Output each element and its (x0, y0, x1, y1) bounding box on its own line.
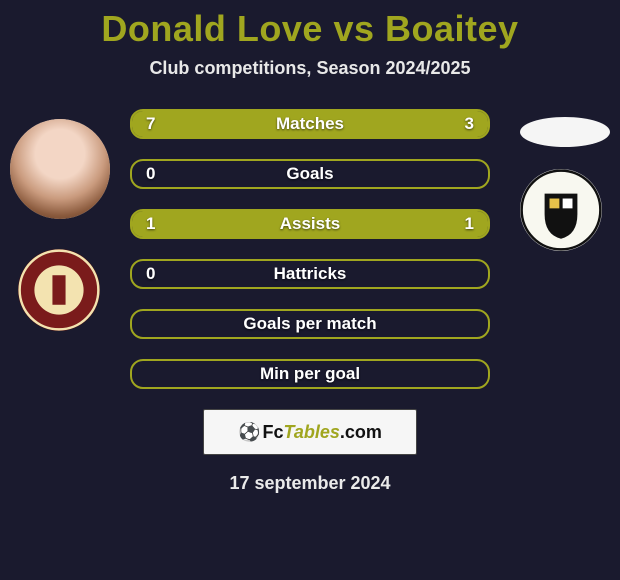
title-vs: vs (333, 8, 374, 49)
brand-suffix: .com (340, 422, 382, 442)
player2-avatar (520, 117, 610, 147)
brand-tables: Tables (284, 422, 340, 442)
stat-metric-label: Min per goal (132, 361, 488, 387)
brand-pre: Fc (263, 422, 284, 442)
player2-club-crest (520, 169, 602, 251)
subtitle: Club competitions, Season 2024/2025 (0, 58, 620, 79)
title-player2: Boaitey (385, 8, 519, 49)
stat-row-min-per-goal: Min per goal (130, 359, 490, 389)
player1-avatar (10, 119, 110, 219)
main-content: 73Matches 0Goals 11Assists 0Hattricks Goals … (0, 109, 620, 389)
stat-row-hattricks: 0Hattricks (130, 259, 490, 289)
title-player1: Donald Love (101, 8, 323, 49)
stat-metric-label: Assists (132, 211, 488, 237)
stat-metric-label: Hattricks (132, 261, 488, 287)
stat-row-assists: 11Assists (130, 209, 490, 239)
stat-rows: 73Matches 0Goals 11Assists 0Hattricks Goals … (130, 109, 490, 389)
player1-club-crest (18, 249, 100, 331)
stat-row-goals: 0Goals (130, 159, 490, 189)
player1-face (10, 119, 110, 219)
brand-badge[interactable]: ⚽FcTables.com (203, 409, 417, 455)
crest-right-svg (520, 169, 602, 251)
page-title: Donald Love vs Boaitey (0, 0, 620, 50)
stat-metric-label: Goals per match (132, 311, 488, 337)
stat-row-matches: 73Matches (130, 109, 490, 139)
stat-metric-label: Goals (132, 161, 488, 187)
stat-row-goals-per-match: Goals per match (130, 309, 490, 339)
stat-metric-label: Matches (132, 111, 488, 137)
footer-date: 17 september 2024 (0, 473, 620, 494)
crest-left-svg (18, 249, 100, 331)
brand-sig: ⚽ (238, 422, 260, 442)
page: Donald Love vs Boaitey Club competitions… (0, 0, 620, 580)
